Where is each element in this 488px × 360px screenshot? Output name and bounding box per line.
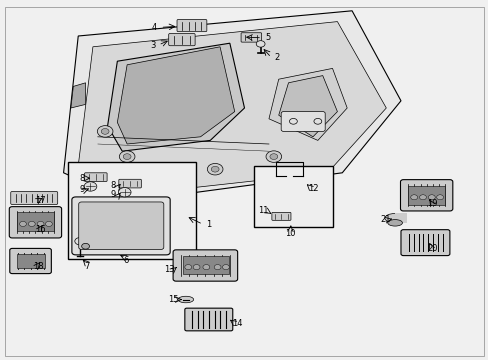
Circle shape (265, 151, 281, 162)
Polygon shape (63, 11, 400, 202)
FancyBboxPatch shape (10, 248, 51, 274)
Circle shape (256, 41, 264, 47)
Bar (407, 186, 444, 205)
Circle shape (410, 195, 417, 200)
Bar (17, 212, 54, 231)
Text: 14: 14 (232, 319, 243, 328)
Polygon shape (71, 83, 85, 108)
FancyBboxPatch shape (72, 197, 170, 255)
Circle shape (75, 238, 84, 245)
Circle shape (427, 195, 434, 200)
Text: 1: 1 (206, 220, 211, 229)
Circle shape (123, 154, 131, 159)
Text: 20: 20 (427, 244, 437, 253)
FancyBboxPatch shape (241, 33, 261, 42)
Text: 10: 10 (285, 229, 295, 238)
Text: 4: 4 (152, 23, 157, 32)
Text: 12: 12 (307, 184, 318, 193)
Bar (254, 166, 332, 227)
Circle shape (269, 154, 277, 159)
Circle shape (119, 151, 135, 162)
Text: 17: 17 (35, 196, 46, 205)
Circle shape (184, 265, 191, 270)
Ellipse shape (384, 213, 405, 223)
Polygon shape (107, 43, 244, 151)
Circle shape (222, 265, 229, 270)
Ellipse shape (387, 220, 402, 226)
Text: 2: 2 (274, 53, 279, 62)
Bar (68, 162, 195, 259)
Circle shape (203, 265, 209, 270)
Text: 9: 9 (80, 184, 84, 194)
Text: 6: 6 (123, 256, 128, 265)
Text: 13: 13 (164, 266, 175, 274)
Text: 18: 18 (33, 262, 43, 271)
Circle shape (81, 243, 89, 249)
Bar (394, 213, 407, 223)
FancyBboxPatch shape (168, 33, 195, 46)
FancyBboxPatch shape (281, 112, 325, 131)
Polygon shape (278, 76, 337, 137)
Circle shape (20, 221, 26, 226)
Circle shape (214, 265, 221, 270)
FancyBboxPatch shape (271, 212, 290, 220)
Circle shape (84, 182, 97, 191)
Circle shape (101, 129, 109, 134)
Text: 3: 3 (150, 40, 155, 49)
FancyBboxPatch shape (184, 308, 232, 331)
Circle shape (419, 195, 426, 200)
Polygon shape (117, 47, 234, 144)
Text: 21: 21 (379, 215, 390, 224)
Polygon shape (78, 22, 386, 194)
FancyBboxPatch shape (173, 250, 237, 281)
Text: 16: 16 (35, 225, 46, 234)
FancyBboxPatch shape (119, 179, 141, 188)
Bar (183, 256, 229, 274)
FancyBboxPatch shape (84, 173, 107, 181)
Circle shape (28, 221, 35, 226)
Text: 7: 7 (84, 262, 89, 271)
Circle shape (45, 221, 52, 226)
FancyBboxPatch shape (79, 202, 163, 249)
Text: 19: 19 (427, 199, 437, 208)
Text: 11: 11 (257, 206, 268, 215)
Circle shape (207, 163, 223, 175)
Polygon shape (268, 68, 346, 140)
Text: 15: 15 (167, 295, 178, 304)
Circle shape (97, 126, 113, 137)
Circle shape (118, 188, 131, 197)
Circle shape (436, 195, 443, 200)
Circle shape (37, 221, 44, 226)
Text: 8: 8 (111, 181, 116, 190)
Ellipse shape (178, 296, 193, 303)
FancyBboxPatch shape (11, 192, 58, 204)
Circle shape (211, 166, 219, 172)
Text: 5: 5 (265, 33, 270, 42)
FancyBboxPatch shape (9, 207, 61, 238)
Circle shape (193, 265, 200, 270)
Text: 9: 9 (111, 190, 116, 199)
FancyBboxPatch shape (400, 180, 452, 211)
Text: 8: 8 (80, 174, 84, 183)
FancyBboxPatch shape (400, 230, 449, 256)
FancyBboxPatch shape (177, 19, 206, 32)
Bar (17, 254, 45, 268)
